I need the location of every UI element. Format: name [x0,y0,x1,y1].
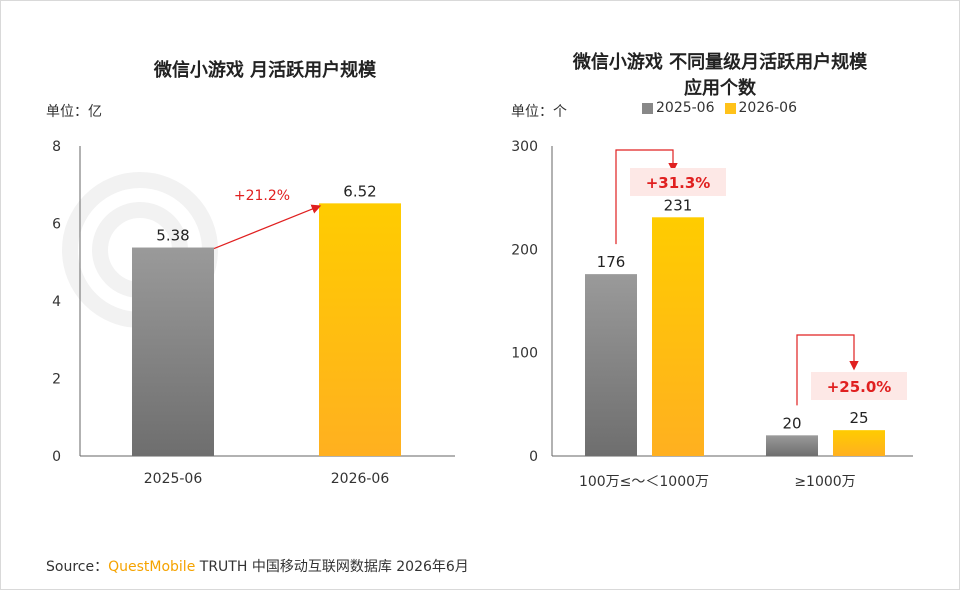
left-y-tick-label: 0 [52,449,61,465]
right-growth-label: +31.3% [646,174,711,192]
left-bar-value-label: 6.52 [343,182,376,200]
right-unit-label: 单位：个 [511,104,567,120]
right-chart-title-line2: 应用个数 [684,78,756,99]
legend-label-2026: 2026-06 [738,100,798,116]
left-y-tick-label: 6 [52,217,61,233]
right-chart-title: 微信小游戏 不同量级月活跃用户规模 应用个数 [490,50,950,102]
right-bar-value-label: 20 [782,414,801,432]
left-growth-label: +21.2% [234,188,290,204]
right-bar-chart: 0 100 200 300 176 20 231 25 100万≤～＜1000万 ≥1000万 +3… [511,139,913,490]
right-bar [766,435,818,456]
right-bar-value-label: 176 [597,253,626,271]
source-brand: QuestMobile [108,559,196,575]
left-bar [132,247,214,456]
right-bar-value-label: 25 [849,409,868,427]
right-bar-value-label: 231 [664,196,693,214]
left-y-tick-label: 4 [52,294,61,310]
left-chart-title: 微信小游戏 月活跃用户规模 [153,60,377,81]
source-rest: TRUTH 中国移动互联网数据库 2026年6月 [195,559,469,575]
source-note: Source：QuestMobile TRUTH 中国移动互联网数据库 2026… [46,556,469,576]
right-y-tick-label: 0 [529,449,538,465]
left-bar-value-label: 5.38 [156,227,189,245]
right-chart-title-line1: 微信小游戏 不同量级月活跃用户规模 [572,52,868,73]
legend-item-2025: 2025-06 [642,100,715,116]
right-growth-box [811,372,907,400]
legend-swatch-grey [642,102,653,114]
source-prefix: Source： [46,559,109,575]
right-x-tick-label: ≥1000万 [794,474,855,490]
left-bar [319,203,401,456]
left-unit-label: 单位：亿 [46,104,102,120]
right-growth-box [630,168,726,196]
left-bar-chart: 0 2 4 6 8 5.38 2025-06 6.52 2026-06 +21.2% [52,139,455,487]
right-y-tick-label: 300 [511,139,538,155]
right-bar [833,430,885,456]
left-y-tick-label: 8 [52,139,61,155]
right-x-tick-label: 100万≤～＜1000万 [579,474,709,490]
legend-swatch-gold [724,102,736,114]
right-legend: 2025-06 2026-06 [642,100,807,116]
right-bar [652,217,704,456]
right-bar [585,274,637,456]
right-y-tick-label: 200 [511,242,538,258]
legend-label-2025: 2025-06 [656,100,715,116]
right-growth-label: +25.0% [827,378,892,396]
legend-item-2026: 2026-06 [724,100,798,116]
right-growth-arrow [615,149,678,245]
left-x-tick-label: 2025-06 [144,471,203,487]
right-y-tick-label: 100 [511,346,538,362]
left-y-tick-label: 2 [52,372,61,388]
left-growth-arrow [213,204,322,250]
left-x-tick-label: 2026-06 [331,471,390,487]
right-growth-arrow [796,334,859,406]
